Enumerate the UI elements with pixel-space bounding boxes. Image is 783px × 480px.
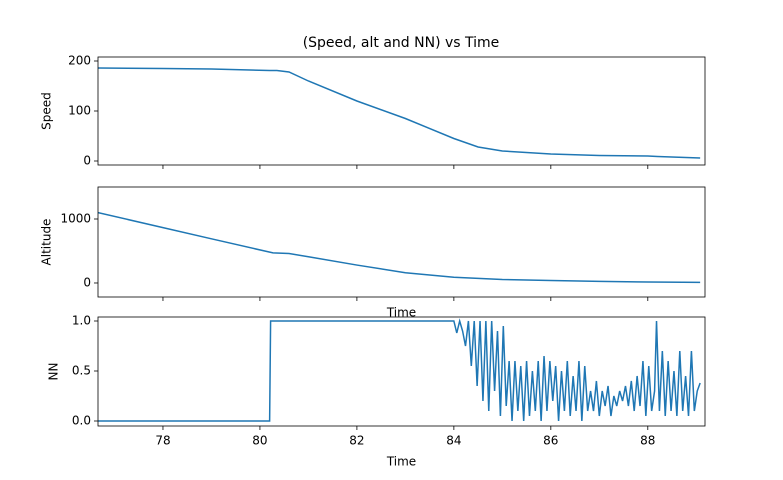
y-tick-label: 0.0 [72,414,91,428]
y-tick-label: 0.5 [72,364,91,378]
axes-frame [97,56,706,166]
y-axis-label: Speed [40,92,54,130]
y-tick-label: 1000 [60,211,91,225]
y-tick-label: 100 [68,104,91,118]
data-line [98,318,701,422]
y-tick-label: 0 [83,275,91,289]
y-tick-label: 0 [83,154,91,168]
x-tick-label: 88 [640,434,655,448]
chart-title: (Speed, alt and NN) vs Time [303,35,500,51]
x-axis-label: Time [386,306,416,320]
y-axis-label: NN [47,363,61,381]
x-tick-label: 80 [252,434,267,448]
x-axis-label: Time [386,455,416,469]
x-tick-label: 82 [349,434,364,448]
axes-frame [97,316,706,427]
data-line [98,211,701,284]
y-tick-label: 200 [68,54,91,68]
x-tick-label: 78 [155,434,170,448]
x-tick-label: 84 [446,434,461,448]
data-line [98,67,701,159]
axes-frame [97,186,706,298]
x-tick-label: 86 [543,434,558,448]
y-tick-label: 1.0 [72,314,91,328]
y-axis-label: Altitude [40,219,54,266]
